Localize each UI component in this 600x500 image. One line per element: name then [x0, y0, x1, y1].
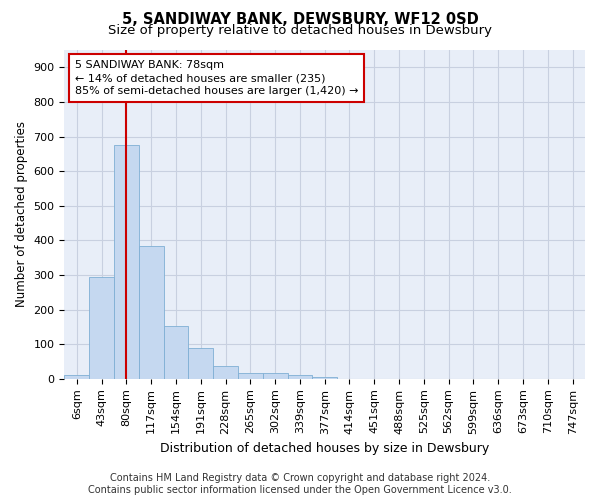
- Bar: [238, 373, 263, 379]
- Bar: [263, 374, 287, 379]
- Bar: [213, 366, 238, 379]
- Bar: [188, 348, 213, 379]
- Bar: [114, 145, 139, 379]
- Text: Size of property relative to detached houses in Dewsbury: Size of property relative to detached ho…: [108, 24, 492, 37]
- X-axis label: Distribution of detached houses by size in Dewsbury: Distribution of detached houses by size …: [160, 442, 490, 455]
- Bar: [64, 376, 89, 379]
- Bar: [164, 326, 188, 379]
- Bar: [313, 377, 337, 379]
- Text: 5, SANDIWAY BANK, DEWSBURY, WF12 0SD: 5, SANDIWAY BANK, DEWSBURY, WF12 0SD: [122, 12, 478, 28]
- Bar: [287, 374, 313, 379]
- Bar: [139, 246, 164, 379]
- Y-axis label: Number of detached properties: Number of detached properties: [15, 122, 28, 308]
- Text: Contains HM Land Registry data © Crown copyright and database right 2024.
Contai: Contains HM Land Registry data © Crown c…: [88, 474, 512, 495]
- Text: 5 SANDIWAY BANK: 78sqm
← 14% of detached houses are smaller (235)
85% of semi-de: 5 SANDIWAY BANK: 78sqm ← 14% of detached…: [75, 60, 358, 96]
- Bar: [89, 276, 114, 379]
